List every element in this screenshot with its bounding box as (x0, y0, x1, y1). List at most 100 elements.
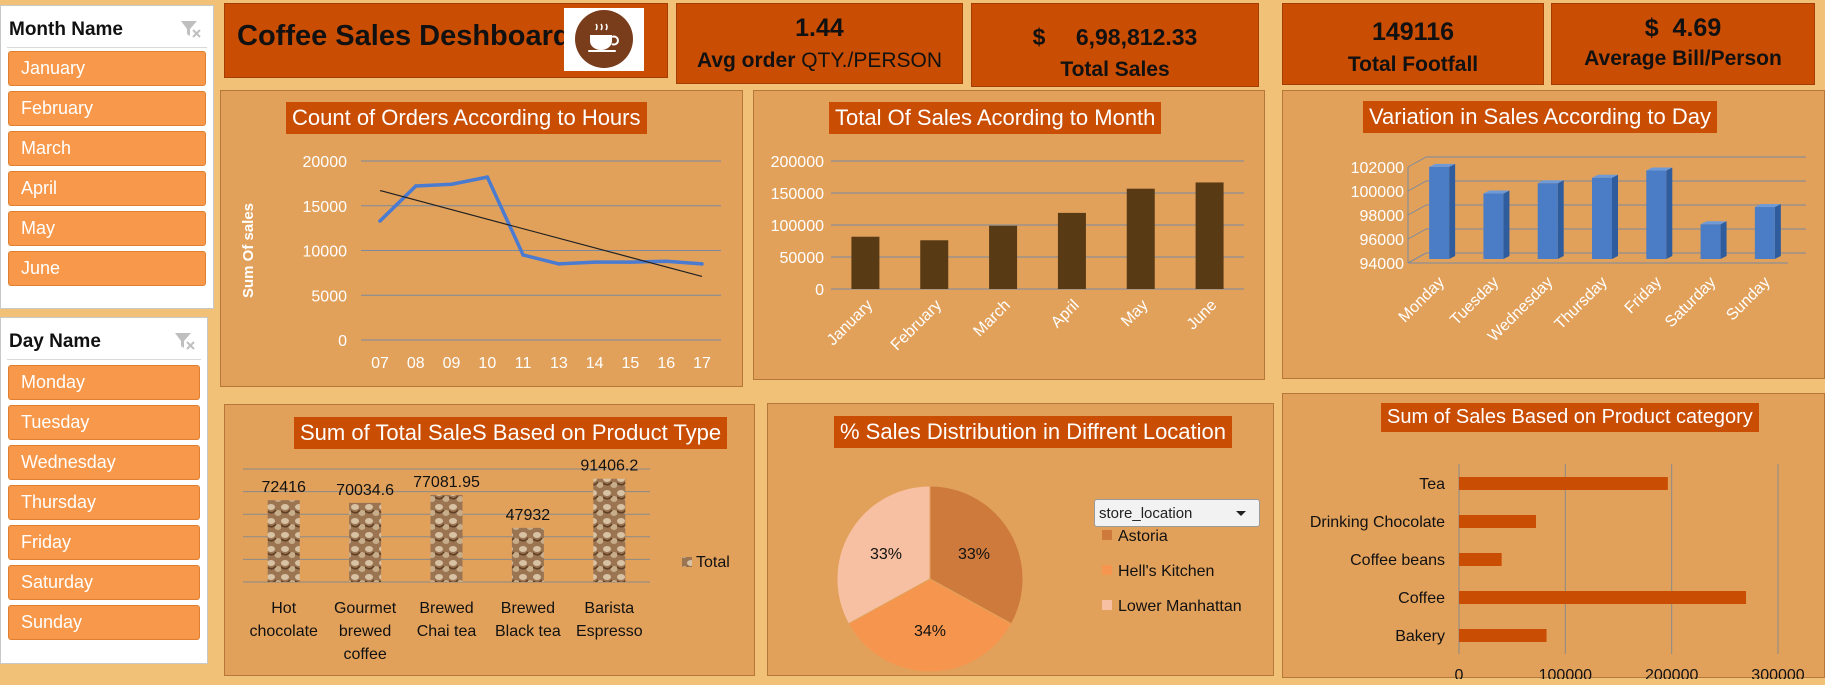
x-tick-label: Barista (584, 600, 634, 617)
sales-by-month-panel: Total Of Sales Acording to Month 0 50000 1… (753, 90, 1265, 380)
day-slicer: Day Name Monday Tuesday Wednesday Thursday F… (0, 317, 208, 664)
product-type-bar (430, 494, 463, 582)
x-tick-label: February (888, 297, 945, 354)
dashboard-title-card: Coffee Sales Deshboard (224, 3, 668, 78)
slicer-item-march[interactable]: March (8, 131, 206, 166)
slicer-item-friday[interactable]: Friday (8, 525, 200, 560)
sales-by-month-chart: 0 50000 100000 150000 200000 January February M… (771, 154, 1244, 354)
slicer-item-wednesday[interactable]: Wednesday (8, 445, 200, 480)
day-bar-top (1537, 180, 1564, 184)
pie-data-label: 33% (870, 546, 902, 563)
kpi-total-sales-label: Total Sales (1060, 58, 1170, 81)
day-bar-side (1666, 167, 1673, 259)
pie-data-label: 33% (958, 546, 990, 563)
month-slicer-title: Month Name (9, 19, 123, 40)
slicer-item-sunday[interactable]: Sunday (8, 605, 200, 640)
trendline (379, 189, 703, 278)
day-slicer-title: Day Name (9, 331, 101, 352)
month-slicer: Month Name January February March April May J… (0, 5, 214, 309)
x-tick-label: 16 (657, 355, 675, 372)
x-tick-label: March (970, 297, 1013, 340)
legend-swatch (1102, 565, 1112, 575)
day-bar-top (1429, 163, 1456, 167)
kpi-total-sales-value: 6,98,812.33 (1075, 24, 1198, 50)
dashboard-title: Coffee Sales Deshboard (237, 20, 571, 52)
line-point (521, 253, 525, 257)
x-tick-label: 11 (515, 355, 532, 372)
month-bar (1126, 188, 1155, 289)
slicer-item-saturday[interactable]: Saturday (8, 565, 200, 600)
kpi-avg-order-label-rest: QTY./PERSON (801, 49, 943, 72)
x-tick-label: 300000 (1751, 667, 1804, 679)
gridline-side (1407, 204, 1427, 216)
orders-by-hour-chart: 0 5000 10000 15000 20000 Sum Of sales 07 08 09 10… (240, 154, 721, 372)
line-point (485, 175, 490, 179)
slicer-item-may[interactable]: May (8, 211, 206, 246)
legend-label: Total (696, 554, 730, 571)
slicer-item-january[interactable]: January (8, 51, 206, 86)
day-slicer-header: Day Name (7, 324, 201, 360)
kpi-total-sales-value-row: $ 6,98,812.33 (972, 24, 1258, 51)
x-tick-label: Monday (1396, 274, 1448, 326)
day-bar-side (1449, 163, 1456, 259)
clear-filter-icon[interactable] (171, 330, 197, 352)
data-label: 70034.6 (336, 482, 394, 499)
sales-by-category-title: Sum of Sales Based on Product category (1381, 403, 1759, 432)
kpi-avg-order-qty: 1.44 Avg order QTY./PERSON (676, 3, 963, 84)
sales-by-day-title: Variation in Sales According to Day (1363, 101, 1717, 133)
x-tick-label: 17 (693, 355, 711, 372)
y-tick-label: 0 (338, 333, 347, 350)
day-bar-top (1754, 204, 1781, 208)
y-axis-label: Sum Of sales (240, 203, 257, 298)
x-tick-label: 14 (586, 355, 604, 372)
legend-swatch (1102, 530, 1112, 540)
clear-filter-icon[interactable] (177, 18, 203, 40)
kpi-average-bill-value: $ 4.69 (1644, 14, 1722, 42)
day-bar-top (1592, 174, 1618, 178)
product-type-bar (511, 527, 544, 582)
y-tick-label: 100000 (1351, 184, 1404, 201)
slicer-item-february[interactable]: February (8, 91, 206, 126)
x-tick-label: 200000 (1645, 667, 1698, 679)
gridline-side (1407, 156, 1427, 168)
y-tick-label: 20000 (303, 154, 348, 171)
kpi-avg-order-qty-label: Avg order QTY./PERSON (677, 49, 962, 73)
x-tick-label: June (1184, 297, 1221, 334)
pie-data-label: 34% (914, 623, 946, 640)
kpi-total-footfall-label: Total Footfall (1347, 53, 1479, 76)
sales-by-location-chart: 33% 34% 33% Astoria Hell's Kitchen Lower Manh… (836, 485, 1242, 673)
slicer-item-april[interactable]: April (8, 171, 206, 206)
slicer-item-monday[interactable]: Monday (8, 365, 200, 400)
x-tick-label: Brewed (419, 600, 473, 617)
day-bar (1429, 166, 1450, 259)
day-bar (1754, 207, 1775, 259)
x-tick-label: Chai tea (417, 623, 477, 640)
y-tick-label: 98000 (1360, 208, 1405, 225)
sales-by-product-type-chart: 72416 Hot chocolate 70034.6 Gourmet brewed cof… (243, 458, 730, 663)
pie-slice (847, 578, 1013, 673)
month-bar (1195, 182, 1224, 289)
month-bar (1057, 212, 1086, 289)
slicer-item-tuesday[interactable]: Tuesday (8, 405, 200, 440)
store-location-filter[interactable]: store_location (1094, 499, 1260, 527)
sales-by-month-title: Total Of Sales Acording to Month (829, 102, 1162, 134)
day-bar-top (1700, 221, 1727, 225)
y-tick-label: 50000 (780, 250, 825, 267)
line-point (413, 184, 418, 188)
category-bar (1459, 477, 1668, 490)
y-tick-label: 10000 (303, 244, 348, 261)
kpi-currency-symbol: $ (1032, 24, 1046, 50)
x-tick-label: Sunday (1723, 274, 1773, 324)
coffee-cup-icon (575, 10, 633, 68)
day-bar (1592, 177, 1612, 259)
slicer-item-thursday[interactable]: Thursday (8, 485, 200, 520)
y-tick-label: Drinking Chocolate (1310, 514, 1445, 531)
slicer-item-june[interactable]: June (8, 251, 206, 286)
x-tick-label: Hot (271, 600, 296, 617)
x-tick-label: 07 (371, 355, 389, 372)
x-tick-label: April (1048, 297, 1083, 332)
x-tick-label: Tuesday (1447, 274, 1502, 329)
kpi-total-sales: $ 6,98,812.33 Total Sales (971, 3, 1259, 87)
sales-by-category-chart: 0 100000 200000 300000 Tea Drinking Chocolate… (1310, 464, 1805, 679)
dropdown-arrow-icon (1236, 511, 1246, 516)
